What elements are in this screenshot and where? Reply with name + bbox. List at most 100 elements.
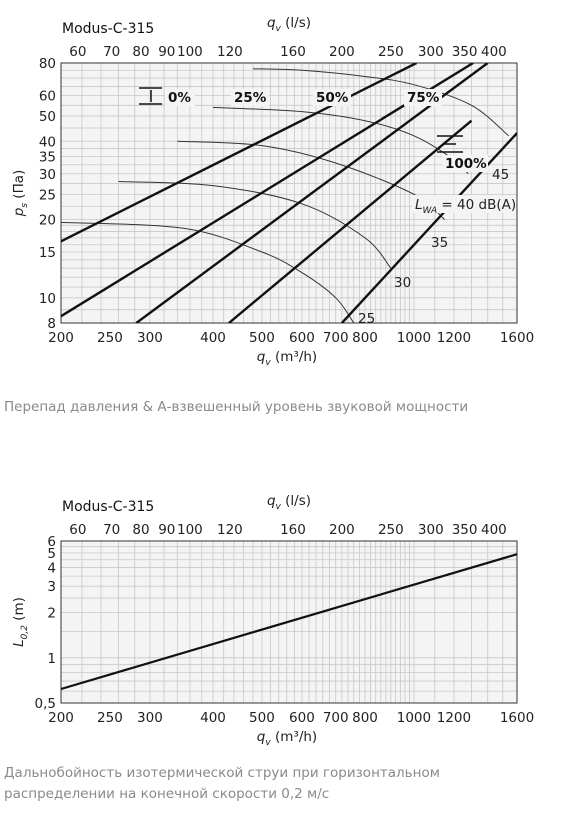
x2-tick-label: 120 — [217, 44, 243, 60]
sound-curve-45 — [252, 68, 509, 137]
opening-label-75: 75% — [407, 90, 440, 106]
x-tick-label: 1600 — [500, 330, 534, 346]
y-axis-label: ps (Па) — [11, 170, 30, 218]
x2-tick-label: 350 — [452, 44, 478, 60]
x-tick-label: 500 — [249, 330, 275, 346]
y-tick-label: 6 — [47, 534, 56, 550]
opening-label-25: 25% — [234, 90, 267, 106]
y-tick-label: 25 — [39, 187, 56, 203]
x2-tick-label: 100 — [177, 44, 203, 60]
chart-1: 200 250 300 400 500 600 700 800 1000 1200 1600 60 70… — [11, 15, 534, 368]
y-tick-label: 40 — [39, 134, 56, 150]
y-tick-label: 0,5 — [35, 696, 56, 712]
x-tick-label: 1000 — [397, 710, 431, 726]
x-tick-label: 800 — [352, 710, 378, 726]
x-tick-label: 400 — [200, 330, 226, 346]
opening-label-25-bg — [231, 89, 269, 106]
x2-tick-label: 200 — [329, 44, 355, 60]
x-tick-label: 400 — [200, 710, 226, 726]
x2-tick-label: 90 — [158, 522, 175, 538]
x2-tick-label: 400 — [481, 522, 507, 538]
y-tick-label: 80 — [39, 56, 56, 72]
x-axis-label: qv (m³/h) — [257, 729, 317, 748]
y-tick-label: 1 — [47, 651, 56, 667]
y-tick-label: 50 — [39, 109, 56, 125]
damper-open-symbol-icon — [437, 135, 463, 153]
x2-tick-label: 250 — [378, 522, 404, 538]
sound-label-35: 35 — [431, 235, 448, 251]
y-tick-label: 4 — [47, 560, 56, 576]
sound-curve-25 — [61, 221, 355, 323]
chart1-caption-text: Перепад давления & А-взвешенный уровень … — [4, 399, 469, 415]
sound-label-25: 25 — [358, 311, 375, 327]
x2-axis-label: qv (l/s) — [267, 15, 311, 34]
x-tick-label: 1600 — [500, 710, 534, 726]
opening-line-0 — [61, 63, 418, 243]
throw-line — [60, 553, 518, 691]
x-tick-label: 700 — [323, 330, 349, 346]
x-tick-label: 600 — [289, 710, 315, 726]
y-tick-label: 60 — [39, 88, 56, 104]
x2-tick-label: 90 — [158, 44, 175, 60]
x2-axis-label: qv (l/s) — [267, 493, 311, 512]
x2-tick-label: 100 — [177, 522, 203, 538]
y-tick-label: 30 — [39, 167, 56, 183]
opening-label-50-bg — [313, 89, 351, 106]
chart-title: Modus-C-315 — [62, 499, 154, 515]
x-tick-label: 300 — [137, 330, 163, 346]
x-tick-label: 250 — [97, 710, 123, 726]
x2-tick-label: 60 — [69, 44, 86, 60]
opening-label-100-bg — [442, 155, 488, 172]
y-tick-label: 8 — [47, 316, 56, 332]
plot-area — [61, 63, 517, 323]
x2-tick-label: 70 — [103, 44, 120, 60]
x-tick-label: 1200 — [437, 330, 471, 346]
x-tick-label: 600 — [289, 330, 315, 346]
chart2-caption-line2: распределении на конечной скорости 0,2 м… — [4, 786, 330, 802]
x-tick-label: 1000 — [397, 330, 431, 346]
chart2-caption-line1: Дальнобойность изотермической струи при … — [4, 765, 440, 781]
x2-tick-label: 70 — [103, 522, 120, 538]
x2-tick-label: 300 — [418, 522, 444, 538]
x-tick-label: 300 — [137, 710, 163, 726]
opening-line-75 — [228, 119, 473, 323]
chart1-caption: Перепад давления & А-взвешенный уровень … — [4, 397, 468, 418]
opening-label-75-bg — [404, 89, 442, 106]
x2-tick-label: 160 — [280, 44, 306, 60]
x2-tick-label: 80 — [132, 522, 149, 538]
chart2-caption: Дальнобойность изотермической струи при … — [4, 763, 440, 805]
y-tick-label: 15 — [39, 245, 56, 261]
plot-border — [60, 540, 518, 704]
x-tick-label: 200 — [48, 330, 74, 346]
x-tick-label: 200 — [48, 710, 74, 726]
opening-label-0: 0% — [168, 90, 191, 106]
x-tick-label: 500 — [249, 710, 275, 726]
x2-tick-label: 200 — [329, 522, 355, 538]
y-tick-label: 5 — [47, 546, 56, 562]
y-tick-label: 10 — [39, 291, 56, 307]
opening-label-50: 50% — [316, 90, 349, 106]
opening-label-0-bg — [165, 89, 195, 106]
x2-tick-label: 400 — [481, 44, 507, 60]
sound-label-30: 30 — [394, 275, 411, 291]
x2-tick-label: 60 — [69, 522, 86, 538]
plot-border — [60, 62, 518, 324]
opening-line-50 — [135, 63, 489, 323]
opening-label-100: 100% — [445, 156, 487, 172]
x2-tick-label: 80 — [132, 44, 149, 60]
y-tick-label: 3 — [47, 579, 56, 595]
y-tick-label: 20 — [39, 213, 56, 229]
x2-tick-label: 250 — [378, 44, 404, 60]
x2-tick-label: 350 — [452, 522, 478, 538]
x-tick-label: 1200 — [437, 710, 471, 726]
y-axis-label: L0,2 (m) — [11, 597, 30, 647]
y-tick-label: 35 — [39, 149, 56, 165]
x2-tick-label: 120 — [217, 522, 243, 538]
chart-title: Modus-C-315 — [62, 21, 154, 37]
x2-tick-label: 160 — [280, 522, 306, 538]
lwa-label: LWA = 40 dB(A) — [415, 197, 516, 216]
x-axis-label: qv (m³/h) — [257, 349, 317, 368]
sound-label-45: 45 — [492, 167, 509, 183]
